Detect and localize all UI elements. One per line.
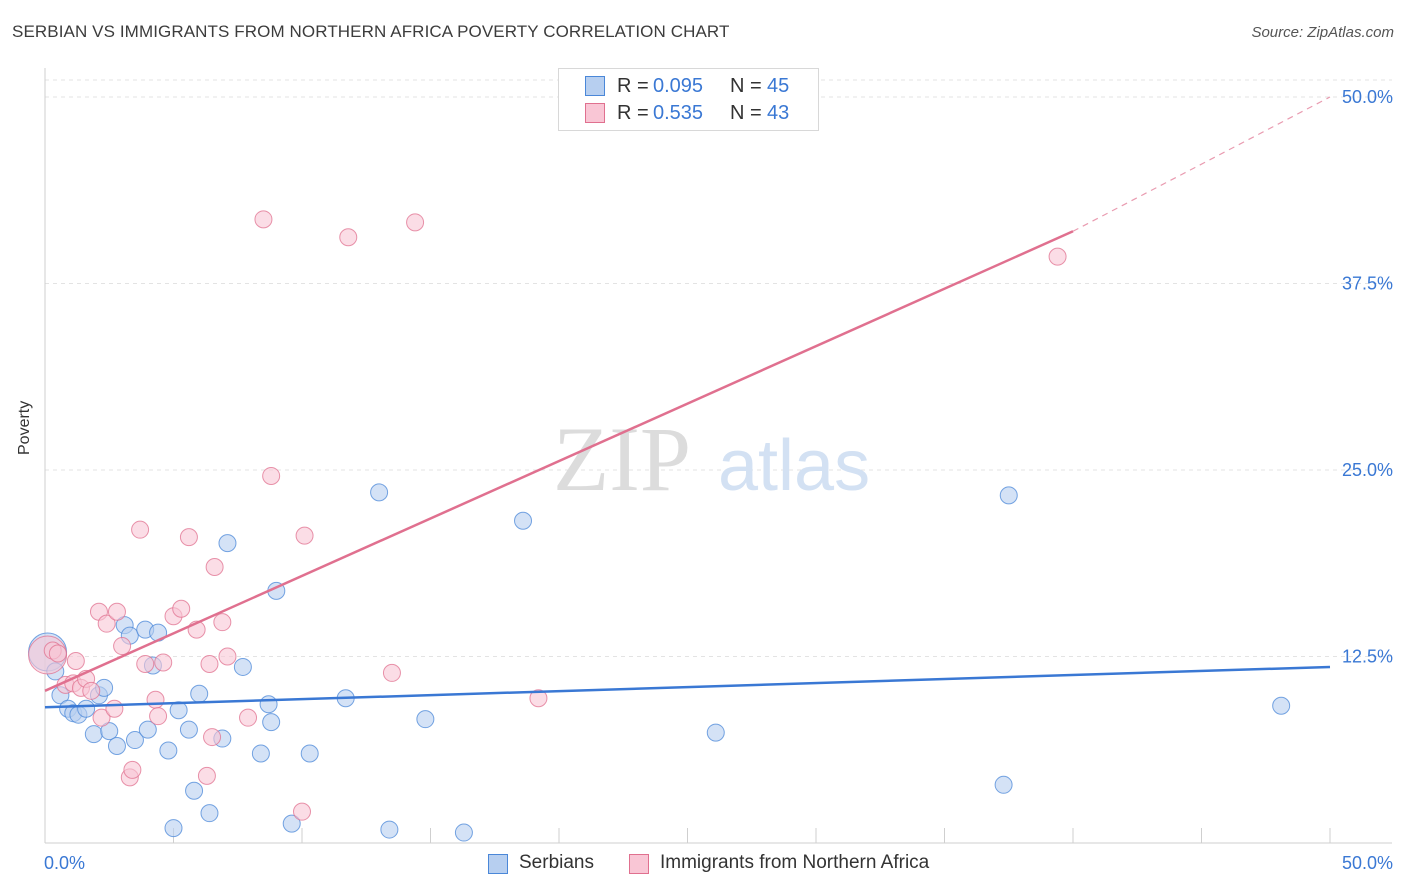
axes [44,68,1392,844]
watermark-zip: ZIP [553,408,691,510]
immigrants-point [293,802,311,821]
immigrants-point [154,653,173,672]
x-tick-label-max: 50.0% [1342,853,1393,873]
immigrants-point [82,681,101,700]
serbians-point [100,722,119,741]
serbians-trend-line [44,665,1331,709]
y-tick-label: 37.5% [1342,274,1393,294]
bottom-legend-serbians: Serbians [519,852,594,873]
immigrants-point [339,228,358,247]
y-tick-label: 50.0% [1342,87,1393,107]
serbians-point [282,814,301,833]
immigrants-point [92,708,111,727]
serbians-point [994,775,1013,794]
legend-r-label: R = [617,102,649,124]
immigrants-point [1048,247,1067,266]
serbians-point [159,741,178,760]
x-tick-labels: 0.0% 50.0% [44,853,1393,873]
immigrants-point [136,654,155,673]
immigrants-point [66,651,85,670]
serbians-point [179,720,198,739]
immigrants-point [197,766,216,785]
y-tick-label: 12.5% [1342,647,1393,667]
immigrants-point [200,654,219,673]
immigrants-point [146,690,165,709]
immigrants-point [406,213,425,232]
bottom-legend-swatch-serbians [488,854,508,874]
serbians-point [138,720,157,739]
legend-n-value: 43 [767,102,790,124]
serbians-point [1272,696,1291,715]
legend-swatch-immigrants [585,103,605,123]
immigrants-point [105,699,124,718]
immigrants-point [382,663,401,682]
serbians-point [454,823,473,842]
immigrants-point [295,526,314,545]
immigrants-point [131,520,150,539]
serbians-point [190,684,209,703]
legend-n-value: 45 [767,75,790,97]
immigrants-point [113,637,132,656]
bottom-legend-immigrants: Immigrants from Northern Africa [660,852,930,873]
bottom-legend-swatch-immigrants [629,854,649,874]
serbians-point [169,701,188,720]
stats-legend: R = 0.095 N = 45 R = 0.535 N = 43 [558,68,819,131]
immigrants-point [149,707,168,726]
serbians-point [706,723,725,742]
immigrants-point [179,528,198,547]
serbians-point [259,695,278,714]
legend-swatch-serbians [585,76,605,96]
immigrants-point [97,614,116,633]
immigrants-trend-line [44,230,1074,692]
legend-n-label: N = [730,102,762,124]
serbians-point [262,713,281,732]
serbians-point [416,710,435,729]
serbians-point [125,731,144,750]
watermark: ZIP atlas [553,408,870,510]
serbians-point [218,534,237,553]
watermark-atlas: atlas [718,426,870,506]
y-tick-labels: 12.5% 25.0% 37.5% 50.0% [1342,87,1393,667]
serbians-point [164,819,183,838]
immigrants-points [28,210,1067,821]
source-label: Source: ZipAtlas.com [1251,24,1394,41]
legend-r-label: R = [617,75,649,97]
immigrants-trend-extension [1072,96,1331,232]
immigrants-point [262,466,281,485]
serbians-point [185,781,204,800]
immigrants-point [529,689,548,708]
serbians-point [300,744,319,763]
serbians-point [251,744,270,763]
serbians-point [999,486,1018,505]
serbians-point [107,737,126,756]
legend-r-value: 0.535 [653,102,704,124]
serbians-point [233,657,252,676]
serbians-point [77,699,96,718]
legend-r-value: 0.095 [653,75,704,97]
y-tick-label: 25.0% [1342,460,1393,480]
immigrants-point [254,210,273,229]
serbians-point [84,725,103,744]
immigrants-point [213,613,232,632]
chart-title: SERBIAN VS IMMIGRANTS FROM NORTHERN AFRI… [12,22,730,41]
legend-n-label: N = [730,75,762,97]
immigrants-point [239,708,258,727]
immigrants-point [48,644,67,663]
serbians-point [370,483,389,502]
serbians-point [200,804,219,823]
x-tick-label-min: 0.0% [44,853,85,873]
immigrants-point [107,602,126,621]
serbians-point [380,820,399,839]
serbians-point [514,511,533,530]
immigrants-point [218,647,237,666]
immigrants-point [205,557,224,576]
immigrants-point [172,599,191,618]
trend-lines [44,96,1331,709]
grid-lines [45,79,1392,657]
immigrants-point [203,728,222,747]
immigrants-point [123,760,142,779]
